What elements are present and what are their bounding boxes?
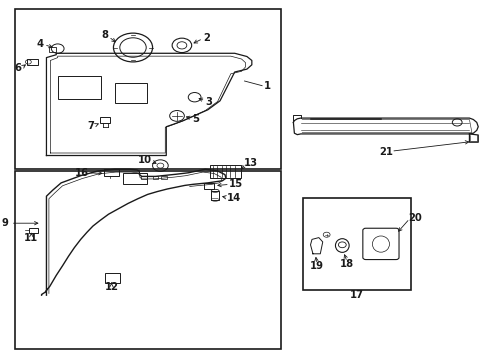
Text: 18: 18 — [340, 258, 353, 269]
Bar — [211, 191, 219, 200]
Text: 6: 6 — [14, 63, 21, 73]
Bar — [115, 83, 146, 103]
Bar — [204, 183, 214, 189]
Bar — [15, 9, 281, 169]
Text: 15: 15 — [228, 179, 243, 189]
Text: 3: 3 — [205, 96, 212, 107]
Bar — [152, 176, 158, 179]
Text: 4: 4 — [37, 39, 43, 49]
Text: 1: 1 — [264, 81, 271, 91]
Text: 14: 14 — [226, 193, 241, 203]
Bar — [123, 173, 146, 184]
Bar — [141, 176, 147, 179]
Text: 21: 21 — [379, 147, 392, 157]
Bar — [29, 228, 38, 233]
Text: 17: 17 — [349, 290, 363, 300]
Bar — [210, 165, 240, 178]
Text: 11: 11 — [24, 233, 39, 243]
Text: 5: 5 — [191, 114, 198, 124]
Text: 20: 20 — [407, 213, 421, 223]
Bar — [105, 273, 120, 283]
Bar — [104, 169, 119, 176]
Bar — [303, 198, 410, 290]
Text: 7: 7 — [87, 121, 94, 131]
Bar — [15, 171, 281, 349]
Bar — [27, 59, 38, 65]
Text: 19: 19 — [309, 261, 323, 271]
Text: 13: 13 — [243, 158, 257, 168]
Text: 12: 12 — [104, 282, 118, 292]
Text: 8: 8 — [102, 30, 108, 40]
Bar — [100, 117, 110, 123]
Bar — [49, 47, 56, 52]
Text: 16: 16 — [75, 168, 89, 178]
Text: 2: 2 — [203, 33, 209, 43]
Text: 9: 9 — [1, 218, 8, 228]
Text: 10: 10 — [138, 155, 151, 165]
Bar — [161, 176, 166, 179]
Bar — [58, 76, 101, 99]
